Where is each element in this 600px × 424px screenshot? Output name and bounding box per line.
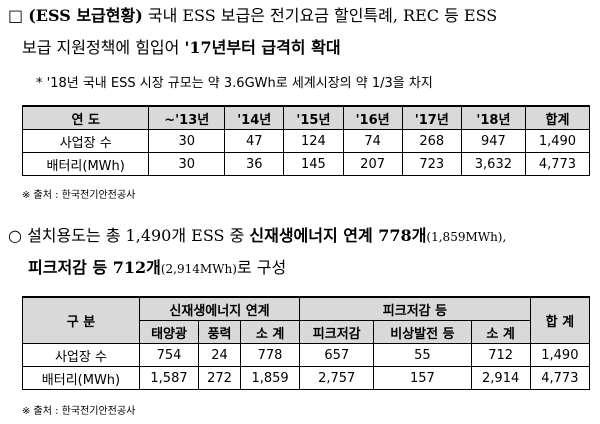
cell: 207 <box>342 152 403 176</box>
source: ※ 출처 : 한국전기안전공사 <box>22 406 136 417</box>
header-cell: 연 도 <box>21 105 150 130</box>
cell: 124 <box>283 129 344 153</box>
header-cell: 피크저감 <box>299 320 375 344</box>
header-cell: 구 분 <box>22 296 140 344</box>
cell: 4,773 <box>524 152 591 176</box>
header-cell: 피크저감 등 <box>299 296 531 321</box>
cell: 배터리(MWh) <box>21 152 150 176</box>
header-cell: '18년 <box>460 105 526 130</box>
paragraph-text: 신재생에너지 연계 778개 <box>249 226 427 245</box>
heading-line: 보급 지원정책에 힘입어 '17년부터 급격히 확대 <box>22 34 341 58</box>
heading-text: 국내 ESS 보급은 전기요금 할인특례, REC 등 ESS <box>142 6 498 25</box>
paragraph-text: 피크저감 등 712개 <box>28 258 161 277</box>
header-cell: 비상발전 등 <box>373 320 472 344</box>
header-cell: 합 계 <box>529 296 591 344</box>
cell: 1,490 <box>524 129 591 153</box>
header-cell: '14년 <box>224 105 285 130</box>
header-cell: 신재생에너지 연계 <box>138 296 301 321</box>
cell: 1,859 <box>239 366 301 390</box>
header-cell: '16년 <box>342 105 403 130</box>
cell: 157 <box>373 366 472 390</box>
cell: 사업장 수 <box>21 129 150 153</box>
header-cell: 소 계 <box>470 320 531 344</box>
marker: ○ <box>8 226 22 245</box>
cell: 배터리(MWh) <box>22 366 140 390</box>
row: 사업장 수 754 24 778 657 55 712 1,490 <box>22 343 591 367</box>
header-cell: 풍력 <box>198 320 241 344</box>
marker: □ <box>8 6 24 25</box>
cell: 1,490 <box>529 343 591 367</box>
cell: 778 <box>239 343 301 367</box>
paragraph-line: ○ 설치용도는 총 1,490개 ESS 중 신재생에너지 연계 778개(1,… <box>8 222 506 246</box>
cell: 30 <box>148 129 226 153</box>
cell: 145 <box>283 152 344 176</box>
cell: 754 <box>138 343 200 367</box>
header-row: 연 도 ~'13년 '14년 '15년 '16년 '17년 '18년 합계 <box>21 105 591 130</box>
cell: 712 <box>470 343 531 367</box>
header-cell: '17년 <box>401 105 462 130</box>
paragraph-text: (2,914MWh) <box>160 262 237 276</box>
cell: 30 <box>148 152 226 176</box>
heading-text: 보급 지원정책에 힘입어 <box>22 38 185 57</box>
cell: 268 <box>401 129 462 153</box>
cell: 1,587 <box>138 366 200 390</box>
cell: 272 <box>198 366 241 390</box>
header-cell: 태양광 <box>138 320 200 344</box>
cell: 47 <box>224 129 285 153</box>
table: 구 분 신재생에너지 연계 피크저감 등 합 계 태양광 풍력 소 계 피크저감 비상발… <box>22 296 591 390</box>
row: 배터리(MWh) 30 36 145 207 723 3,632 4,773 <box>21 152 591 176</box>
row: 사업장 수 30 47 124 74 268 947 1,490 <box>21 129 591 153</box>
note: * '18년 국내 ESS 시장 규모는 약 3.6GWh로 세계시장의 약 1… <box>36 76 433 91</box>
header-row: 구 분 신재생에너지 연계 피크저감 등 합 계 <box>22 296 591 344</box>
header-cell: 합계 <box>524 105 591 130</box>
header-cell: ~'13년 <box>148 105 226 130</box>
cell: 24 <box>198 343 241 367</box>
heading-text: '17년부터 급격히 확대 <box>184 38 341 57</box>
row: 배터리(MWh) 1,587 272 1,859 2,757 157 2,914 4,773 <box>22 366 591 390</box>
cell: 3,632 <box>460 152 526 176</box>
header-cell: '15년 <box>283 105 344 130</box>
source: ※ 출처 : 한국전기안전공사 <box>22 190 136 201</box>
table: 연 도 ~'13년 '14년 '15년 '16년 '17년 '18년 합계 사업장 수 30 47… <box>21 105 591 176</box>
heading-text: (ESS 보급현황) <box>28 6 143 25</box>
cell: 2,914 <box>470 366 531 390</box>
cell: 사업장 수 <box>22 343 140 367</box>
paragraph-text: 로 구성 <box>236 258 287 277</box>
cell: 55 <box>373 343 472 367</box>
cell: 723 <box>401 152 462 176</box>
paragraph-line: 피크저감 등 712개(2,914MWh)로 구성 <box>28 254 286 278</box>
heading-line: □ (ESS 보급현황) 국내 ESS 보급은 전기요금 할인특례, REC 등… <box>8 2 497 26</box>
cell: 2,757 <box>299 366 375 390</box>
header-cell: 소 계 <box>239 320 301 344</box>
cell: 74 <box>342 129 403 153</box>
cell: 4,773 <box>529 366 591 390</box>
paragraph-text: 설치용도는 총 1,490개 ESS 중 <box>27 226 250 245</box>
cell: 947 <box>460 129 526 153</box>
cell: 657 <box>299 343 375 367</box>
cell: 36 <box>224 152 285 176</box>
paragraph-text: (1,859MWh), <box>426 230 507 244</box>
